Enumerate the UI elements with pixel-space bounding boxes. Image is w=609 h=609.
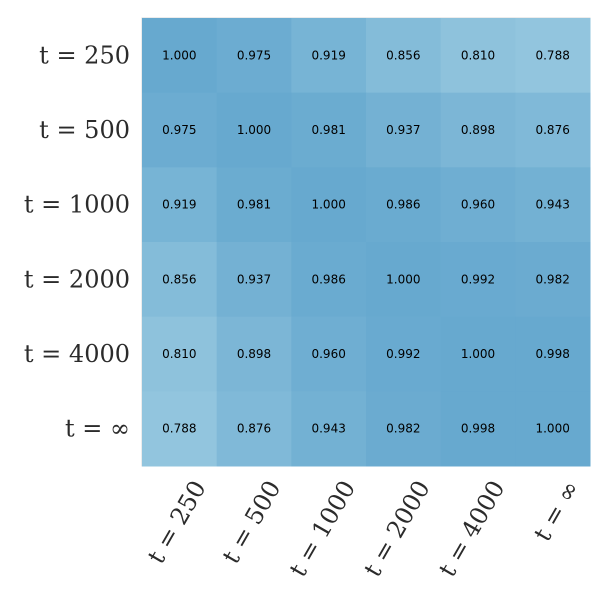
heatmap-cell-r3-c4	[440, 242, 516, 318]
heatmap-cell-r3-c3	[366, 242, 442, 318]
cell-value-r3-c1: 0.937	[237, 272, 271, 286]
heatmap-cell-r3-c1	[216, 242, 292, 318]
cell-value-r0-c4: 0.810	[461, 48, 495, 62]
heatmap-cell-r5-c1	[216, 391, 292, 467]
heatmap-cell-r4-c1	[216, 316, 292, 392]
cell-value-r3-c4: 0.992	[461, 272, 495, 286]
cell-value-r3-c5: 0.982	[535, 272, 569, 286]
heatmap-cell-r4-c5	[515, 316, 591, 392]
cell-value-r4-c4: 1.000	[461, 347, 495, 361]
heatmap-cell-r3-c0	[142, 242, 218, 318]
heatmap-cell-r1-c0	[142, 92, 218, 168]
heatmap-cell-r4-c0	[142, 316, 218, 392]
heatmap-cell-r5-c4	[440, 391, 516, 467]
heatmap-cell-r5-c3	[366, 391, 442, 467]
heatmap-cell-r5-c5	[515, 391, 591, 467]
cell-value-r1-c4: 0.898	[461, 123, 495, 137]
x-tick-label-5: t = ∞	[528, 476, 585, 546]
heatmap-cell-r1-c4	[440, 92, 516, 168]
cell-value-r2-c3: 0.986	[386, 198, 420, 212]
cell-value-r3-c3: 1.000	[386, 272, 420, 286]
cell-value-r1-c5: 0.876	[535, 123, 569, 137]
cell-value-r5-c0: 0.788	[162, 422, 196, 436]
x-tick-label-4: t = 4000	[433, 476, 510, 582]
cell-value-r0-c3: 0.856	[386, 48, 420, 62]
cell-value-r4-c2: 0.960	[311, 347, 345, 361]
cell-value-r0-c5: 0.788	[535, 48, 569, 62]
heatmap-cell-r5-c0	[142, 391, 218, 467]
heatmap-cell-r0-c2	[291, 18, 367, 94]
cell-value-r2-c1: 0.981	[237, 198, 271, 212]
heatmap-cell-r0-c0	[142, 18, 218, 94]
heatmap-cell-r1-c3	[366, 92, 442, 168]
heatmap-cell-r3-c2	[291, 242, 367, 318]
heatmap-cell-r3-c5	[515, 242, 591, 318]
cell-value-r5-c1: 0.876	[237, 422, 271, 436]
heatmap-cell-r0-c1	[216, 18, 292, 94]
heatmap-cell-r4-c4	[440, 316, 516, 392]
cell-value-r5-c3: 0.982	[386, 422, 420, 436]
cell-value-r2-c5: 0.943	[535, 198, 569, 212]
heatmap-cell-r4-c3	[366, 316, 442, 392]
cell-value-r5-c4: 0.998	[461, 422, 495, 436]
x-tick-label-2: t = 1000	[284, 476, 361, 582]
x-tick-label-3: t = 2000	[358, 476, 435, 582]
cell-value-r4-c3: 0.992	[386, 347, 420, 361]
cell-value-r3-c0: 0.856	[162, 272, 196, 286]
heatmap-cell-r0-c5	[515, 18, 591, 94]
y-tick-labels: t = 250 t = 500 t = 1000 t = 2000 t = 4000 t …	[24, 41, 130, 442]
cell-value-r2-c0: 0.919	[162, 198, 196, 212]
heatmap-cell-r2-c4	[440, 167, 516, 243]
cell-value-r4-c0: 0.810	[162, 347, 196, 361]
y-tick-label-0: t = 250	[39, 41, 130, 69]
cell-value-r1-c2: 0.981	[311, 123, 345, 137]
heatmap-cell-r1-c5	[515, 92, 591, 168]
y-tick-label-4: t = 4000	[24, 340, 130, 368]
cell-value-r2-c2: 1.000	[311, 198, 345, 212]
heatmap-cell-r2-c0	[142, 167, 218, 243]
cell-value-r1-c1: 1.000	[237, 123, 271, 137]
y-tick-label-1: t = 500	[39, 116, 130, 144]
heatmap-cell-r1-c1	[216, 92, 292, 168]
y-tick-label-5: t = ∞	[65, 415, 130, 443]
cell-value-r4-c1: 0.898	[237, 347, 271, 361]
cell-value-r3-c2: 0.986	[311, 272, 345, 286]
x-tick-label-1: t = 500	[217, 476, 287, 569]
heatmap-cell-r2-c3	[366, 167, 442, 243]
heatmap-cell-r2-c1	[216, 167, 292, 243]
heatmap-cells	[142, 18, 591, 467]
cell-value-r5-c5: 1.000	[535, 422, 569, 436]
heatmap-cell-r1-c2	[291, 92, 367, 168]
cell-value-r0-c2: 0.919	[311, 48, 345, 62]
y-tick-label-3: t = 2000	[24, 265, 130, 293]
cell-value-r0-c0: 1.000	[162, 48, 196, 62]
x-tick-label-0: t = 250	[142, 476, 212, 569]
cell-value-r1-c3: 0.937	[386, 123, 420, 137]
heatmap-cell-r2-c5	[515, 167, 591, 243]
heatmap-cell-r2-c2	[291, 167, 367, 243]
cell-value-r2-c4: 0.960	[461, 198, 495, 212]
heatmap-cell-r4-c2	[291, 316, 367, 392]
cell-value-r4-c5: 0.998	[535, 347, 569, 361]
cell-value-r0-c1: 0.975	[237, 48, 271, 62]
y-tick-label-2: t = 1000	[24, 191, 130, 219]
cell-value-r1-c0: 0.975	[162, 123, 196, 137]
heatmap-cell-r5-c2	[291, 391, 367, 467]
heatmap-cell-labels: 1.000 0.975 0.919 0.856 0.810 0.788 0.975 1.000…	[162, 48, 570, 435]
heatmap-cell-r0-c4	[440, 18, 516, 94]
heatmap-cell-r0-c3	[366, 18, 442, 94]
cell-value-r5-c2: 0.943	[311, 422, 345, 436]
